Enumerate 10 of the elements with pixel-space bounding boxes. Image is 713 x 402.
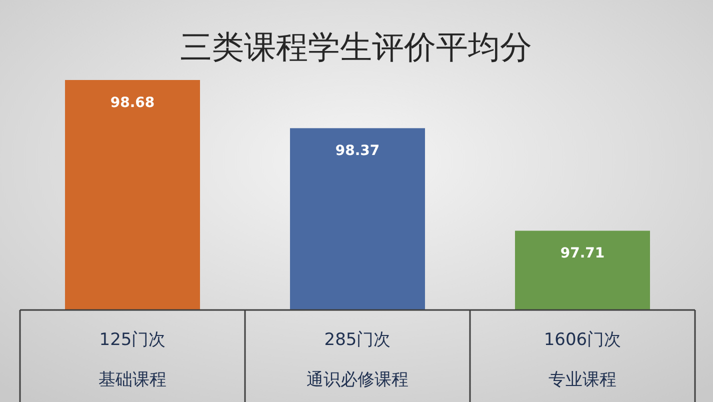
chart-title: 三类课程学生评价平均分 — [180, 28, 532, 66]
data-label: 98.68 — [110, 95, 155, 111]
text: 1606门次 — [544, 330, 622, 350]
data-label: 98.37 — [335, 143, 380, 160]
x-tick-label: 基础课程 — [98, 370, 166, 390]
x-tick-label: 通识必修课程 — [306, 370, 408, 390]
data-label: 97.71 — [560, 246, 605, 262]
text: 125门次 — [99, 330, 166, 350]
text: 285门次 — [324, 330, 391, 350]
x-tick-label: 专业课程 — [548, 370, 616, 390]
